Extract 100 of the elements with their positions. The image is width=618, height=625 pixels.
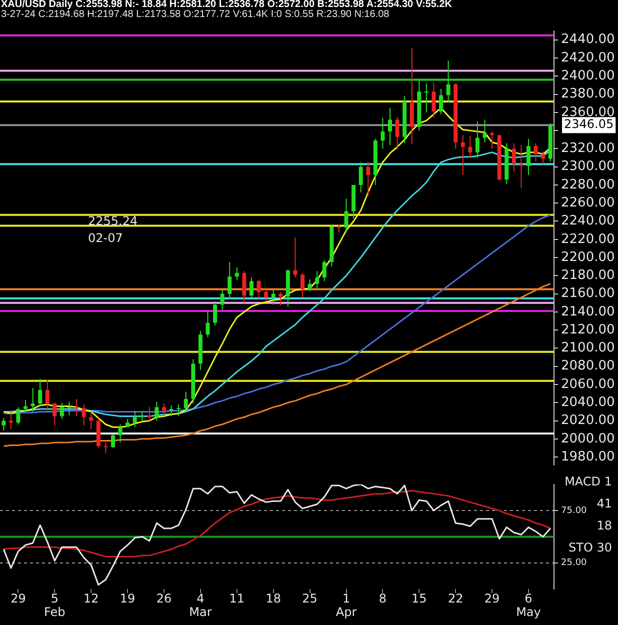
y-tick-label: 2160.00 [561,286,615,302]
chart-subtitle: 3-27-24 C:2194.68 H:2197.48 L:2173.58 O:2177.72 V:61.4K I:0 S:0.55 R:23.90 N:16.08 [0,9,390,20]
candlestick [424,82,428,113]
candlestick [234,267,239,281]
candlestick [482,119,487,143]
y-tick-label: 2320.00 [561,141,615,156]
candlestick [315,270,320,290]
x-tick-label: 18 [266,592,281,606]
x-tick-label: 25 [302,592,318,606]
candlestick [16,406,20,425]
y-tick-label: 2060.00 [561,376,615,392]
y-tick-label: 1980.00 [561,449,615,464]
candlestick [176,404,181,417]
candlestick [242,270,246,304]
candlestick [395,116,400,150]
candlestick [104,442,108,454]
candlestick [67,401,72,416]
y-tick-label: 2400.00 [561,68,615,84]
y-tick-label: 2300.00 [561,159,615,174]
candlestick [110,434,115,448]
x-tick-label: 22 [448,592,464,606]
candlestick [60,402,64,420]
candlestick [74,398,79,417]
ref-line-label: 2346.05 [564,117,614,132]
candlestick [38,378,42,407]
y-tick-label: 2200.00 [561,250,615,265]
candlestick [256,280,261,299]
candlestick [2,418,6,432]
y-tick-label: 2380.00 [561,86,615,102]
x-tick-label: 1 Apr [336,592,357,619]
candlestick [118,424,122,444]
x-tick-label: 11 [229,592,245,606]
text: MACD 1 [564,474,612,489]
candlestick [526,138,530,176]
x-tick-label: 4 Mar [189,592,212,619]
y-tick-label: 2140.00 [561,304,615,320]
candlestick [322,260,326,282]
candlestick [534,142,538,162]
candlestick [512,142,516,172]
candlestick [162,403,166,416]
candlestick [271,290,276,306]
candlestick [468,136,472,158]
x-tick-label: 12 [83,592,99,606]
text: 41 [596,496,612,511]
y-tick-label: 2000.00 [561,431,615,446]
y-tick-label: 2360.00 [561,104,615,120]
text: STO 30 [568,540,612,555]
x-tick-label: 29 [10,592,26,606]
x-tick-label: 8 [378,592,387,606]
y-tick-label: 2040.00 [561,395,615,410]
y-tick-label: 2280.00 [561,177,615,192]
y-tick-label: 2020.00 [561,413,615,428]
candlestick [184,391,188,412]
candlestick [30,388,35,412]
x-tick-label: 6 May [516,592,541,619]
x-tick-label: 15 [412,592,427,606]
candlestick [541,150,546,165]
candlestick [278,291,283,306]
candlestick [264,286,268,302]
candlestick [475,120,480,158]
y-tick-label: 2240.00 [561,214,615,229]
candlestick [344,198,348,233]
text: 18 [596,518,612,533]
y-tick-label: 75.00 [561,506,588,516]
candlestick [213,300,218,326]
annotation: 2255.24 [88,214,138,228]
candlestick [206,310,210,338]
candlestick [388,107,392,146]
candlestick [45,379,50,412]
candlestick [380,117,385,150]
candlestick [293,237,298,278]
candlestick [132,410,137,428]
candlestick [300,272,305,298]
y-tick-label: 25.00 [561,558,588,568]
annotation: 02-07 [88,230,123,245]
y-tick-label: 2220.00 [561,232,615,247]
candlestick [154,401,159,422]
y-tick-label: 2260.00 [561,195,615,210]
y-tick-label: 2080.00 [561,358,615,374]
y-tick-label: 2180.00 [561,268,615,284]
candlestick [308,278,312,292]
y-tick-label: 2120.00 [561,322,615,338]
chart-title: XAU/USD Daily C:2553.98 N:- 18.84 H:2581.20 L:2536.78 O:2572.00 B:2553.98 A:2554.30 V:55.2K [0,0,453,10]
x-tick-label: 29 [484,592,500,606]
candlestick [460,134,465,176]
x-tick-label: 19 [120,592,136,606]
candlestick [24,399,28,412]
candlestick [439,88,444,115]
candlestick [169,404,174,417]
candlestick [432,82,436,118]
candlestick [519,144,524,188]
candlestick [82,404,86,426]
candlestick [89,411,94,430]
x-tick-label: 5 Feb [44,592,66,619]
y-tick-label: 2440.00 [561,32,615,48]
candlestick [366,162,370,196]
y-tick-label: 2100.00 [561,340,615,356]
x-tick-label: 26 [156,592,172,606]
candlestick [52,402,57,426]
candlestick [220,288,224,311]
